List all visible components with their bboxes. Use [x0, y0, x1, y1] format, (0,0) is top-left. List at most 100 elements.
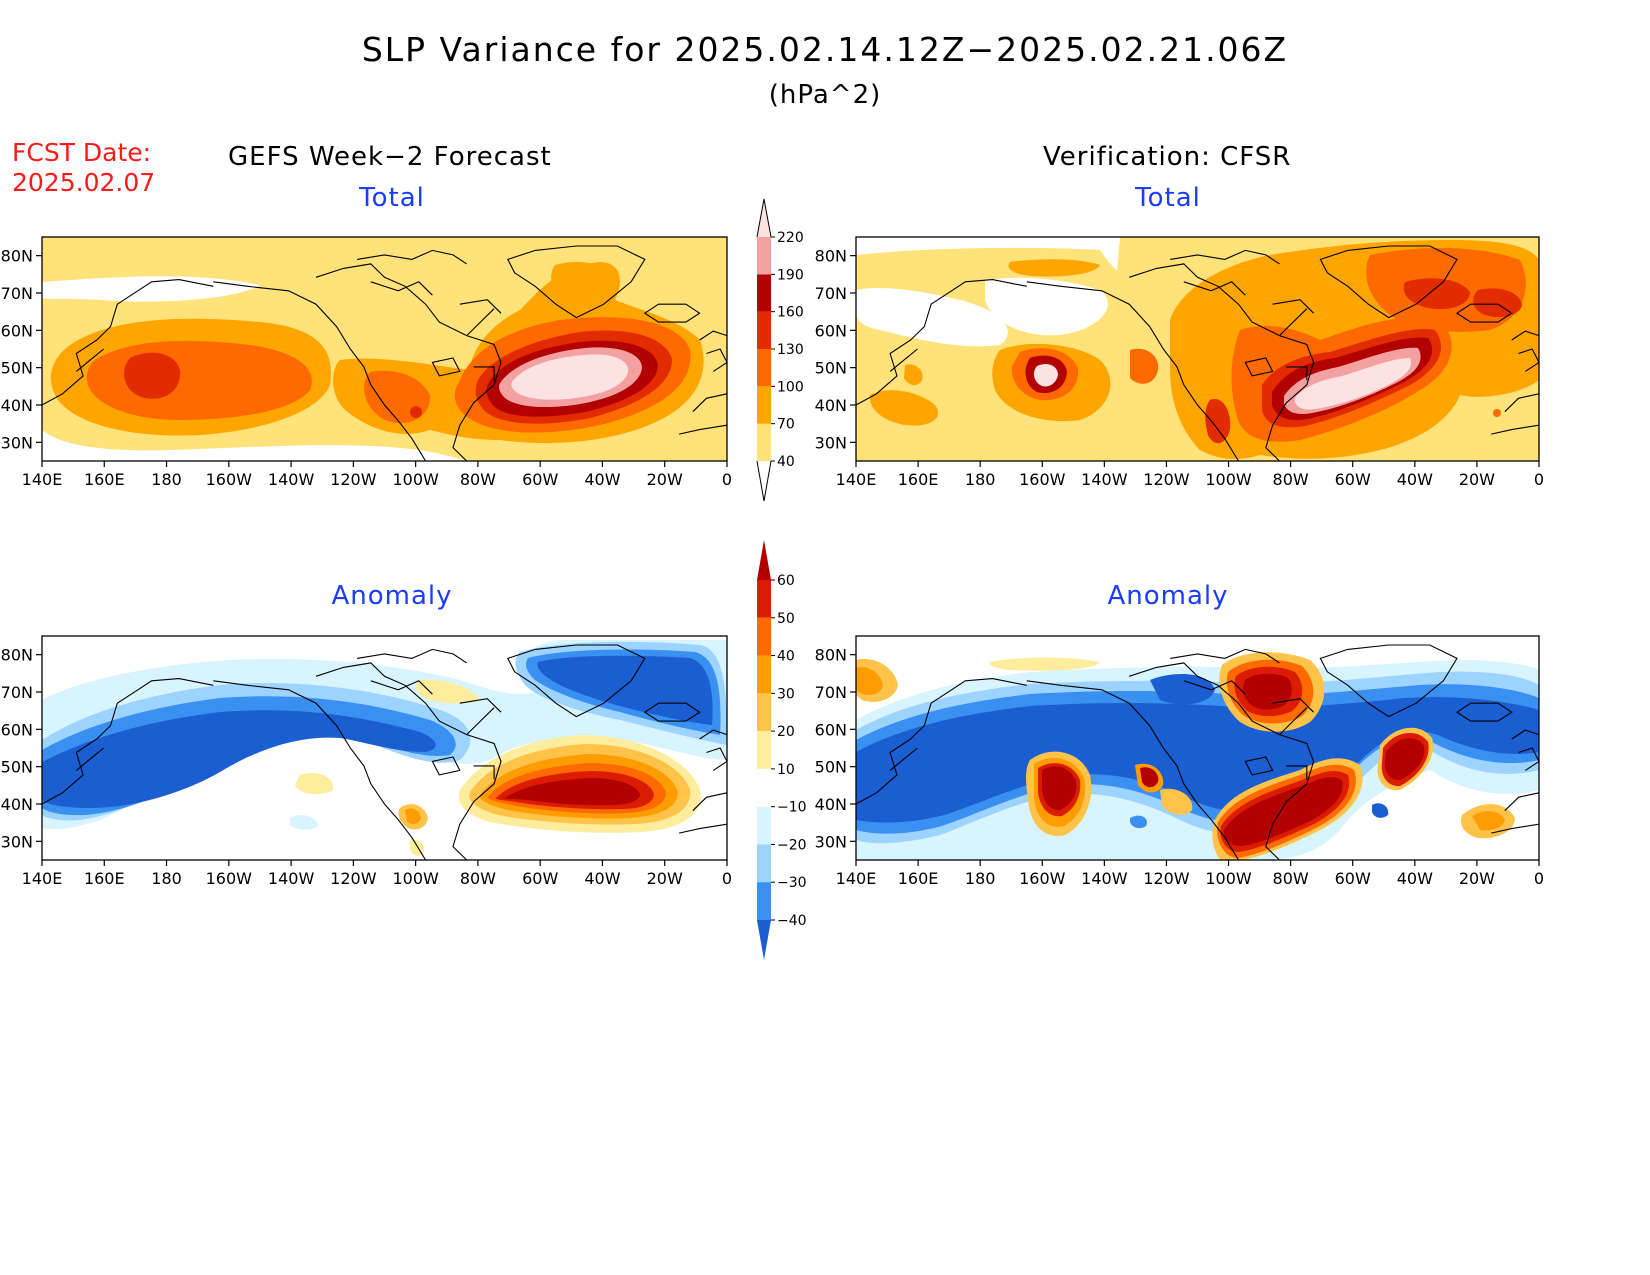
panel-label-top-left: Total [359, 183, 425, 213]
colorbar-anomaly-label: −10 [777, 800, 807, 816]
coastline-segment [357, 249, 468, 265]
coastline-segment [692, 792, 728, 812]
lat-tick-label: 30N [1, 832, 33, 851]
coastline-segment [643, 303, 701, 323]
lat-tick-label: 40N [815, 396, 847, 415]
coastline-segment [431, 756, 461, 776]
lon-tick-label: 180 [965, 470, 996, 489]
coastline-segment [855, 279, 1027, 406]
colorbar-total-label: 160 [777, 305, 804, 321]
colorbar-total-box [757, 237, 771, 275]
lon-tick-label: 40W [1397, 869, 1433, 888]
colorbar-anomaly-box [757, 768, 771, 807]
coastline-segment [1170, 648, 1280, 664]
colorbar-anomaly-upper-end [757, 540, 771, 580]
colorbar-total-label: 220 [777, 230, 804, 246]
lon-tick-label: 180 [965, 869, 996, 888]
lat-tick-label: 60N [815, 720, 847, 739]
colorbar-anomaly-box [757, 882, 771, 920]
colorbar-total-label: 70 [777, 417, 795, 433]
coastline-segment [1272, 299, 1314, 314]
lon-tick-label: 40W [584, 869, 620, 888]
colorbar-anomaly-box [757, 806, 771, 845]
coastline-segment [643, 702, 701, 722]
lon-tick-label: 0 [1534, 470, 1544, 489]
colorbar-anomaly-box [757, 655, 771, 694]
colorbar-total-label: 100 [777, 379, 804, 395]
coastline-segment [41, 279, 214, 406]
lon-tick-label: 20W [647, 869, 683, 888]
lon-tick-label: 160W [206, 869, 253, 888]
coastline-segment [692, 393, 728, 413]
forecast-date-value: 2025.02.07 [12, 168, 156, 197]
lon-tick-label: 180 [151, 869, 182, 888]
lon-tick-label: 160E [898, 869, 939, 888]
coastline-segment [1183, 680, 1246, 695]
lon-tick-label: 140W [268, 869, 315, 888]
lat-tick-label: 70N [815, 284, 847, 303]
coastline-segment [1491, 823, 1540, 834]
coastline-segment [1319, 245, 1458, 319]
coastline-segment [1504, 792, 1540, 812]
colorbar-total-box [757, 386, 771, 424]
coastline-segment [466, 308, 495, 336]
coastline-segment [75, 747, 105, 771]
lon-tick-label: 140E [22, 869, 63, 888]
lat-tick-label: 70N [1, 284, 33, 303]
lat-tick-label: 30N [815, 433, 847, 452]
colorbar-total-lower-end [756, 460, 772, 502]
colorbar-anomaly-box [757, 617, 771, 656]
coastline-segment [1518, 747, 1540, 771]
colorbar-total-box [757, 349, 771, 387]
coastline-segment [1455, 303, 1513, 323]
colorbar-anomaly-label: −30 [777, 875, 807, 891]
lon-tick-label: 40W [584, 470, 620, 489]
left-column-title: GEFS Week−2 Forecast [228, 142, 552, 172]
coastline-segment [1026, 281, 1239, 462]
lon-tick-label: 20W [1459, 470, 1495, 489]
lon-tick-label: 0 [722, 869, 732, 888]
panel-label-top-right: Total [1135, 183, 1201, 213]
coastline-segment [889, 348, 918, 372]
coastline-segment [1286, 366, 1308, 381]
lon-tick-label: 80W [1273, 869, 1309, 888]
lon-tick-label: 0 [722, 470, 732, 489]
lat-tick-label: 80N [1, 247, 33, 266]
lon-tick-label: 80W [1273, 470, 1309, 489]
coastline-segment [1244, 756, 1274, 776]
colorbar-anomaly-box [757, 731, 771, 769]
coastline-top-right [855, 245, 1540, 462]
lat-tick-label: 80N [815, 247, 847, 266]
lon-tick-label: 140E [22, 470, 63, 489]
coastline-segment [370, 281, 433, 296]
colorbar-anomaly-label: 60 [777, 573, 795, 589]
colorbar-anomaly-label: −40 [777, 913, 807, 929]
coastline-segment [459, 698, 502, 713]
lon-tick-label: 60W [1335, 869, 1371, 888]
coastline-segment [1504, 393, 1540, 413]
coastline-segment [41, 678, 214, 805]
lat-tick-label: 50N [1, 359, 33, 378]
colorbar-anomaly-label: 20 [777, 724, 795, 740]
lon-tick-label: 140E [836, 470, 877, 489]
map-bottom-left [42, 636, 727, 860]
lat-tick-label: 70N [815, 683, 847, 702]
coastline-segment [1272, 698, 1314, 713]
lon-tick-label: 160E [898, 470, 939, 489]
colorbar-total-box [757, 274, 771, 312]
coastline-segment [1279, 308, 1308, 336]
coastline-segment [459, 299, 502, 314]
colorbar-anomaly-box [757, 844, 771, 883]
colorbar-anomaly-label: 30 [777, 686, 795, 702]
lon-tick-label: 20W [647, 470, 683, 489]
lon-tick-label: 100W [1205, 869, 1252, 888]
colorbar-total-box [757, 423, 771, 461]
coastline-segment [431, 357, 461, 377]
lon-tick-label: 60W [1335, 470, 1371, 489]
coastline-segment [699, 330, 728, 341]
coastline-segment [706, 348, 728, 372]
lon-tick-label: 0 [1534, 869, 1544, 888]
lon-tick-label: 80W [460, 470, 496, 489]
lat-tick-label: 30N [1, 433, 33, 452]
coastline-segment [889, 747, 918, 771]
